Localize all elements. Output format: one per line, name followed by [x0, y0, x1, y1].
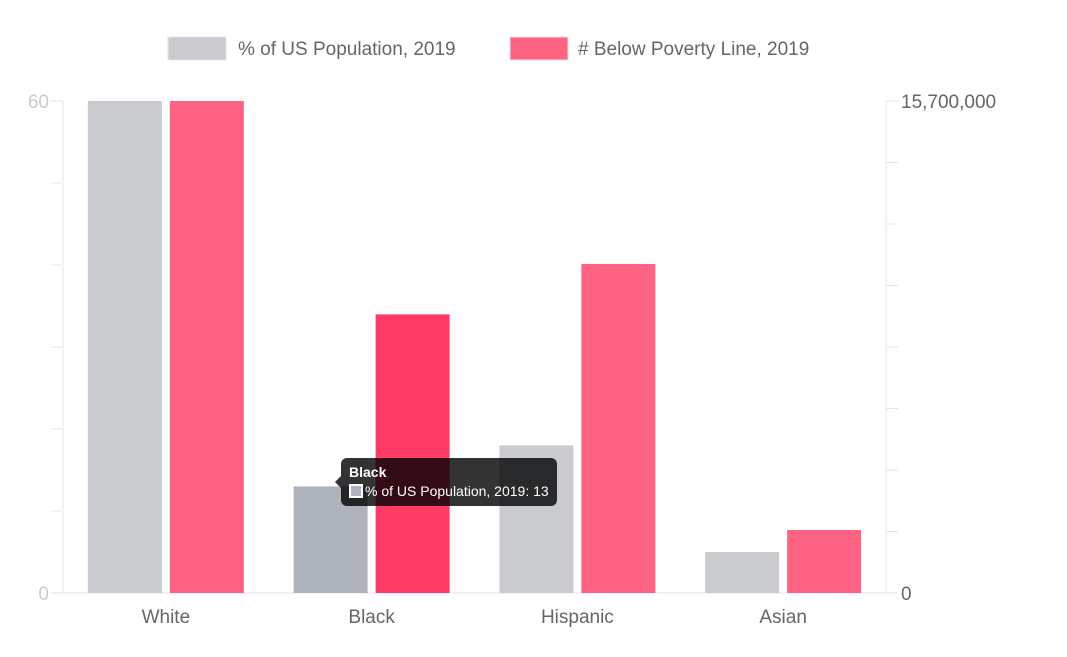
tooltip-row: % of US Population, 2019: 13	[349, 483, 549, 499]
tooltip-caret	[335, 476, 341, 488]
bars	[87, 101, 862, 593]
legend-swatch-0	[167, 36, 227, 61]
tooltip: Black % of US Population, 2019: 13	[335, 458, 557, 506]
y-right-tick-label-max: 15,700,000	[901, 92, 996, 113]
legend-label-0: % of US Population, 2019	[238, 39, 456, 60]
bar-asian-population	[705, 552, 780, 593]
tooltip-label: % of US Population, 2019: 13	[365, 483, 549, 499]
x-tick-label-black: Black	[348, 607, 395, 628]
y-left-tick-label-min: 0	[38, 584, 49, 605]
y-right-tick-label-min: 0	[901, 584, 912, 605]
bar-asian-poverty	[787, 530, 862, 593]
x-tick-label-white: White	[142, 607, 191, 628]
tooltip-title: Black	[349, 464, 387, 480]
bar-white-population	[87, 101, 162, 593]
x-tick-label-asian: Asian	[759, 607, 807, 628]
y-left-tick-label-max: 60	[28, 92, 49, 113]
tooltip-color-swatch	[349, 484, 363, 498]
bar-hispanic-poverty	[581, 263, 656, 593]
bar-black-poverty	[375, 314, 450, 593]
legend-swatch-1	[509, 36, 569, 61]
x-tick-label-hispanic: Hispanic	[541, 607, 614, 628]
legend-label-1: # Below Poverty Line, 2019	[578, 39, 809, 60]
legend: % of US Population, 2019 # Below Poverty …	[167, 36, 809, 61]
bar-white-poverty	[169, 101, 244, 593]
x-axis-labels: White Black Hispanic Asian	[142, 607, 807, 628]
